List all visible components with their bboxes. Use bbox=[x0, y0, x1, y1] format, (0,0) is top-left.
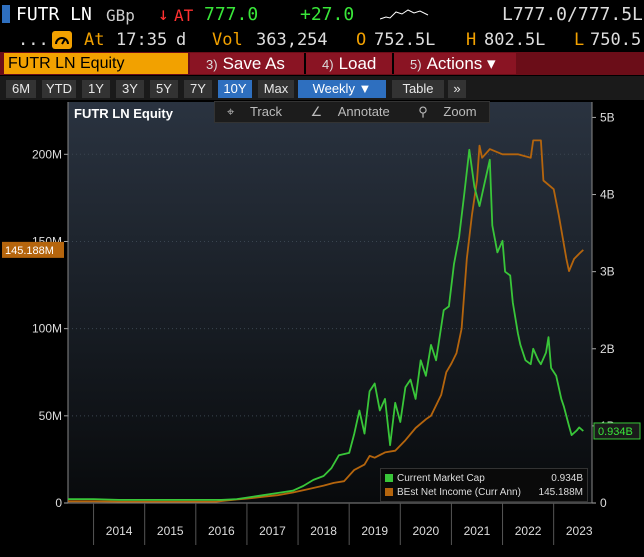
load-button[interactable]: 4) Load bbox=[306, 53, 392, 74]
series-market-cap-line bbox=[68, 148, 584, 501]
table-button[interactable]: Table bbox=[392, 80, 444, 98]
track-label: Track bbox=[249, 104, 282, 119]
legend-net-income-value: 145.188M bbox=[538, 487, 583, 498]
annotate-label: Annotate bbox=[337, 104, 390, 119]
price-change: +27.0 bbox=[300, 4, 355, 25]
dots: ... bbox=[18, 30, 49, 50]
bid-ask: L777.0/777.5L bbox=[502, 4, 643, 25]
range-1y-button[interactable]: 1Y bbox=[82, 80, 110, 98]
at-label: AT bbox=[174, 6, 194, 25]
legend-swatch bbox=[385, 488, 393, 497]
left-tick-label: 50M bbox=[39, 409, 62, 423]
price-chart: 050M100M150M200M01B2B3B4B5B2014201520162… bbox=[2, 102, 641, 545]
right-tick-label: 3B bbox=[600, 265, 615, 279]
security-input[interactable]: FUTR LN Equity bbox=[4, 53, 188, 74]
save-as-button[interactable]: 3) Save As bbox=[190, 53, 304, 74]
chart-tools: ⌖ Track ∠ Annotate ⚲ Zoom bbox=[214, 101, 490, 123]
actions-num: 5) bbox=[410, 57, 422, 72]
range-7y-button[interactable]: 7Y bbox=[184, 80, 212, 98]
menu-divider bbox=[392, 53, 394, 74]
actions-label: Actions ▾ bbox=[426, 54, 496, 73]
legend-swatch bbox=[385, 474, 393, 483]
legend-net-income-label: BEst Net Income (Curr Ann) bbox=[397, 487, 521, 498]
x-tick-label: 2022 bbox=[515, 524, 542, 538]
pencil-icon: ∠ bbox=[310, 104, 323, 119]
right-tick-label: 2B bbox=[600, 342, 615, 356]
legend-market-cap-label: Current Market Cap bbox=[397, 473, 485, 484]
down-arrow-icon: ↓ bbox=[158, 4, 169, 25]
chart-area[interactable]: 050M100M150M200M01B2B3B4B5B2014201520162… bbox=[0, 100, 644, 552]
chart-title: FUTR LN Equity bbox=[74, 106, 173, 121]
more-button[interactable]: » bbox=[448, 80, 466, 98]
x-tick-label: 2021 bbox=[464, 524, 491, 538]
high-label: H bbox=[466, 30, 477, 50]
x-tick-label: 2016 bbox=[208, 524, 235, 538]
right-tick-label: 4B bbox=[600, 188, 615, 202]
time-prefix: At bbox=[84, 30, 105, 50]
chart-legend: Current Market Cap 0.934B BEst Net Incom… bbox=[380, 468, 588, 502]
current-market-cap-label: 0.934B bbox=[598, 426, 633, 438]
quote-time: 17:35 bbox=[116, 30, 168, 50]
left-tick-label: 200M bbox=[32, 147, 62, 161]
ticker: FUTR LN bbox=[16, 4, 92, 25]
legend-net-income: BEst Net Income (Curr Ann) bbox=[385, 487, 521, 498]
range-5y-button[interactable]: 5Y bbox=[150, 80, 178, 98]
x-tick-label: 2015 bbox=[157, 524, 184, 538]
track-tool[interactable]: ⌖ Track bbox=[221, 104, 288, 119]
actions-button[interactable]: 5) Actions ▾ bbox=[394, 53, 516, 74]
legend-market-cap-value: 0.934B bbox=[551, 473, 583, 484]
zoom-tool[interactable]: ⚲ Zoom bbox=[412, 104, 482, 119]
volume: 363,254 bbox=[256, 30, 328, 50]
range-10y-button[interactable]: 10Y bbox=[218, 80, 252, 98]
zoom-label: Zoom bbox=[443, 104, 477, 119]
series-net-income-line bbox=[68, 139, 584, 503]
menu-divider bbox=[304, 53, 306, 74]
range-3y-button[interactable]: 3Y bbox=[116, 80, 144, 98]
quote-header: FUTR LN GBp ↓ AT 777.0 +27.0 L777.0/777.… bbox=[0, 0, 644, 28]
legend-market-cap: Current Market Cap bbox=[385, 473, 485, 484]
crosshair-icon: ⌖ bbox=[227, 104, 235, 119]
ticker-marker bbox=[2, 5, 10, 23]
x-tick-label: 2018 bbox=[310, 524, 337, 538]
right-tick-label: 0 bbox=[600, 496, 607, 510]
save-as-label: Save As bbox=[222, 54, 285, 73]
open-label: O bbox=[356, 30, 367, 50]
x-tick-label: 2020 bbox=[413, 524, 440, 538]
vol-label: Vol bbox=[212, 30, 243, 50]
currency: GBp bbox=[106, 6, 135, 25]
load-num: 4) bbox=[322, 57, 334, 72]
open-price: 752.5L bbox=[374, 30, 436, 50]
low-label: L bbox=[574, 30, 585, 50]
high-price: 802.5L bbox=[484, 30, 546, 50]
right-tick-label: 5B bbox=[600, 110, 615, 124]
range-max-button[interactable]: Max bbox=[258, 80, 294, 98]
current-net-income-marker bbox=[2, 241, 64, 258]
gauge-icon bbox=[52, 31, 72, 49]
range-6m-button[interactable]: 6M bbox=[6, 80, 36, 98]
frequency-dropdown[interactable]: Weekly ▼ bbox=[298, 80, 386, 98]
annotate-tool[interactable]: ∠ Annotate bbox=[304, 104, 395, 119]
sparkline-icon bbox=[380, 9, 429, 20]
current-net-income-label: 145.188M bbox=[5, 245, 54, 257]
x-tick-label: 2019 bbox=[361, 524, 388, 538]
low-price: 750.5 bbox=[590, 30, 642, 50]
range-ytd-button[interactable]: YTD bbox=[42, 80, 76, 98]
load-label: Load bbox=[338, 54, 377, 73]
plot-background bbox=[68, 102, 592, 503]
save-as-num: 3) bbox=[206, 57, 218, 72]
magnifier-icon: ⚲ bbox=[418, 104, 428, 119]
time-suffix: d bbox=[176, 30, 187, 50]
quote-details: ... At 17:35 d Vol 363,254 O 752.5L H 80… bbox=[0, 28, 644, 52]
left-tick-label: 100M bbox=[32, 322, 62, 336]
last-price: 777.0 bbox=[204, 4, 259, 25]
x-tick-label: 2017 bbox=[259, 524, 286, 538]
left-tick-label: 0 bbox=[55, 496, 62, 510]
current-market-cap-marker bbox=[593, 422, 641, 440]
x-tick-label: 2023 bbox=[566, 524, 593, 538]
x-tick-label: 2014 bbox=[106, 524, 133, 538]
